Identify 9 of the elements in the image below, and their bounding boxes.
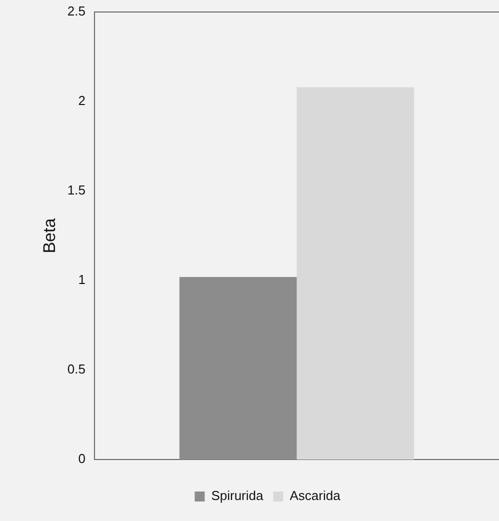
y-tick-label: 0: [78, 451, 86, 466]
y-tick-label: 1: [78, 272, 86, 288]
y-tick-label: 1.5: [67, 182, 86, 198]
y-tick-label: 0.5: [67, 362, 86, 377]
y-tick-label: 2.5: [67, 4, 86, 19]
y-tick-label: 2: [78, 93, 86, 108]
legend-label: Ascarida: [290, 488, 342, 504]
legend-label: Spirurida: [211, 488, 264, 504]
y-axis-title: Beta: [40, 218, 59, 254]
